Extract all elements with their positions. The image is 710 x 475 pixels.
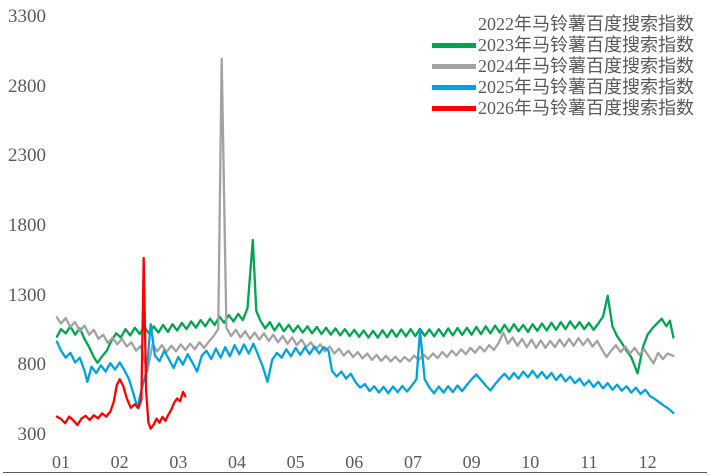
legend-line-swatch [432, 85, 476, 90]
x-axis-tick-label: 10 [521, 452, 540, 472]
legend-label: 2022年马铃薯百度搜索指数 [478, 14, 694, 34]
x-axis-tick-label: 07 [403, 452, 422, 472]
x-axis-tick-label: 01 [52, 452, 70, 472]
series-line-2025 [55, 323, 675, 415]
y-axis-tick-label: 2300 [8, 145, 46, 167]
legend-item-2024: 2024年马铃薯百度搜索指数 [432, 56, 694, 77]
legend-item-2022: 2022年马铃薯百度搜索指数 [432, 14, 694, 35]
x-axis-tick-label: 04 [227, 452, 246, 472]
chart-bottom-border [3, 471, 707, 473]
x-axis-tick-label: 12 [638, 452, 657, 472]
y-axis-tick-label: 800 [17, 354, 47, 376]
x-axis-tick-label: 09 [462, 452, 481, 472]
x-axis-tick-label: 11 [580, 452, 598, 472]
y-axis-tick-label: 1300 [8, 284, 46, 306]
x-axis-tick-label: 05 [286, 452, 305, 472]
legend-label: 2026年马铃薯百度搜索指数 [478, 98, 694, 118]
y-axis-tick-label: 1800 [8, 215, 46, 236]
legend-line-swatch [432, 106, 476, 111]
y-axis-tick-label: 3300 [8, 6, 46, 27]
chart-legend: 2022年马铃薯百度搜索指数 2023年马铃薯百度搜索指数 2024年马铃薯百度搜索… [432, 14, 694, 119]
legend-line-swatch [432, 43, 476, 48]
legend-line-swatch [432, 64, 476, 69]
legend-line-swatch [432, 22, 476, 27]
y-axis-tick-label: 2800 [8, 75, 46, 97]
series-line-2026 [55, 256, 187, 430]
legend-label: 2025年马铃薯百度搜索指数 [478, 77, 694, 97]
y-axis-tick-label: 300 [17, 424, 47, 445]
legend-item-2025: 2025年马铃薯百度搜索指数 [432, 77, 694, 98]
series-line-2024 [55, 57, 675, 373]
x-axis-tick-label: 02 [110, 452, 129, 472]
x-axis-tick-label: 06 [345, 452, 364, 472]
legend-item-2023: 2023年马铃薯百度搜索指数 [432, 35, 694, 56]
legend-label: 2023年马铃薯百度搜索指数 [478, 35, 694, 55]
legend-label: 2024年马铃薯百度搜索指数 [478, 56, 694, 76]
legend-item-2026: 2026年马铃薯百度搜索指数 [432, 98, 694, 119]
series-line-2023 [55, 238, 675, 375]
x-axis-tick-label: 03 [169, 452, 188, 472]
